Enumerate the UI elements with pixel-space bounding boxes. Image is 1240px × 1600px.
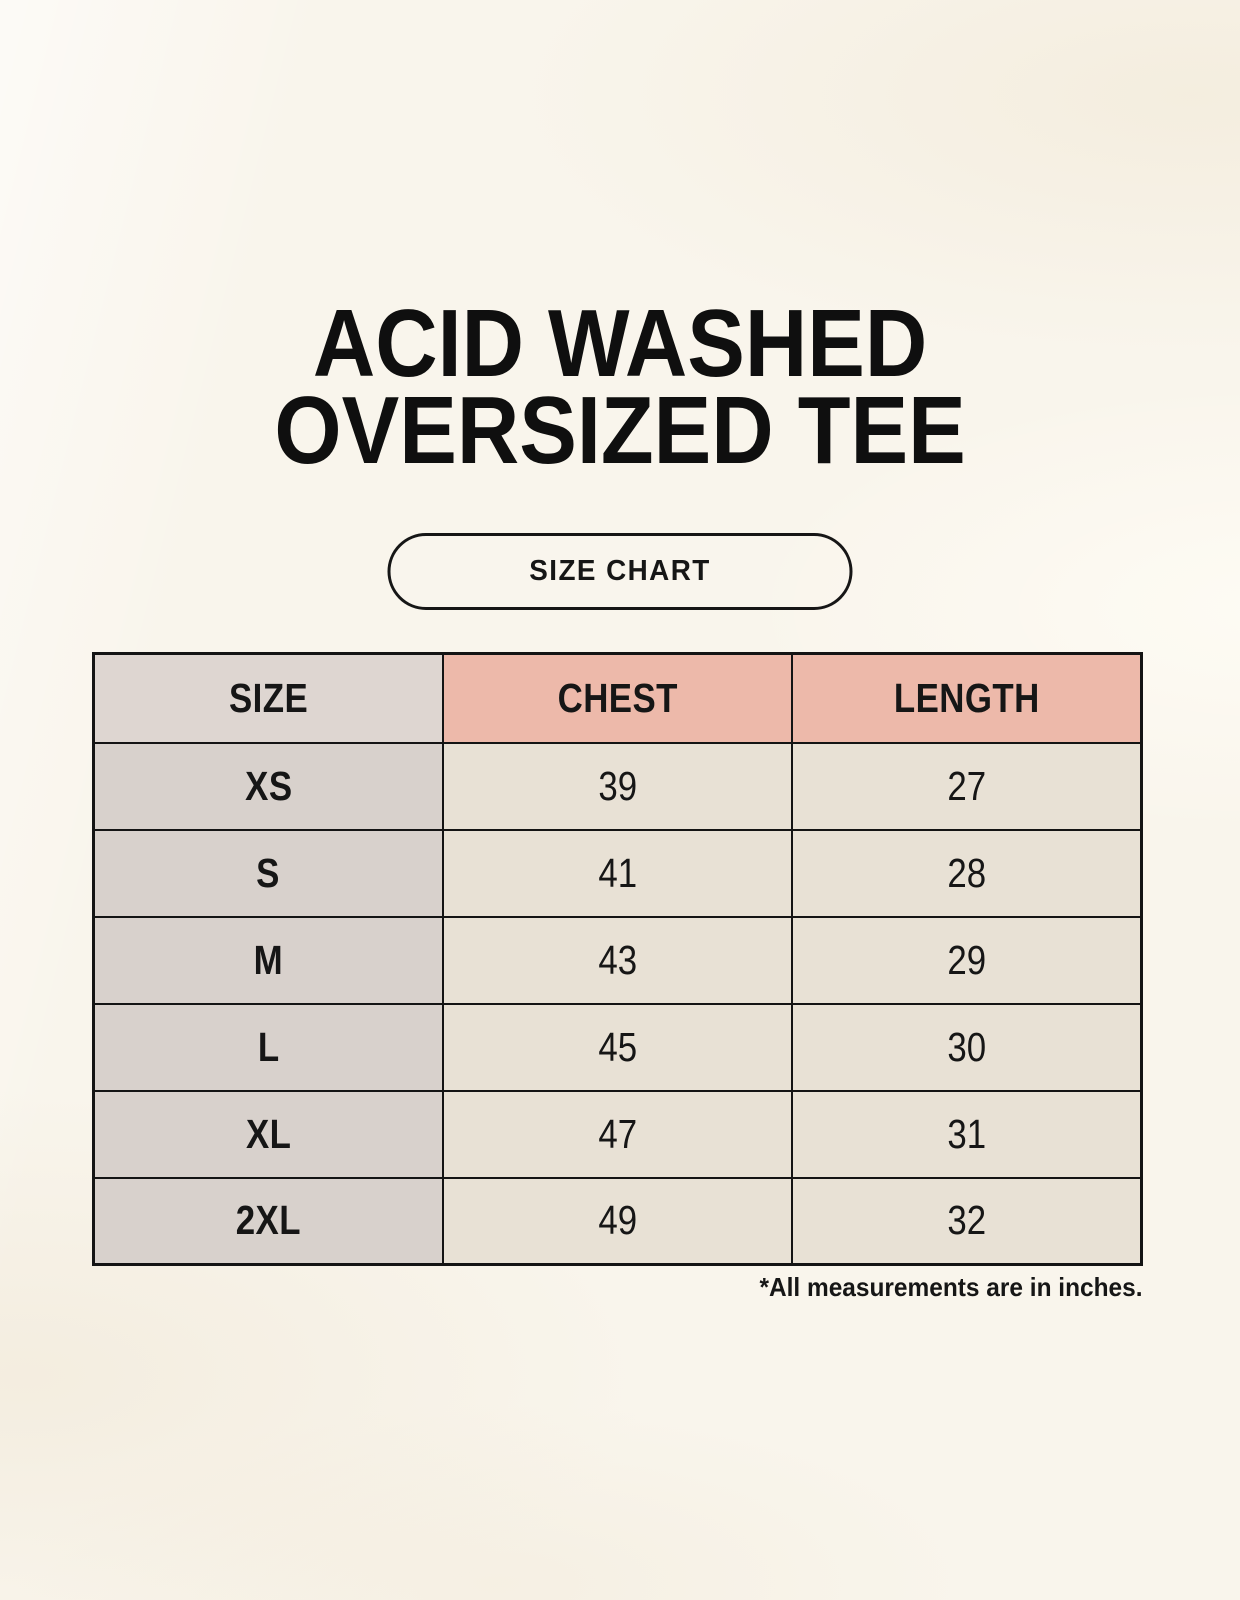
table-row: L 45 30 — [92, 1002, 1143, 1092]
size-label-cell: M — [92, 915, 444, 1005]
table-row: XS 39 27 — [92, 741, 1143, 831]
header-row: SIZE CHEST LENGTH — [92, 652, 1143, 744]
size-label-cell: XL — [92, 1089, 444, 1179]
product-title: ACID WASHED OVERSIZED TEE — [0, 296, 1240, 479]
measurement-cell: 29 — [791, 915, 1143, 1005]
size-label-cell: XS — [92, 741, 444, 831]
measurement-cell: 31 — [791, 1089, 1143, 1179]
size-table: SIZE CHEST LENGTH XS 39 27 S 41 28 M 43 29 L 45 30 X… — [92, 652, 1143, 1266]
size-chart-badge-label: SIZE CHART — [529, 555, 711, 587]
column-header-size: SIZE — [92, 652, 444, 744]
table-row: S 41 28 — [92, 828, 1143, 918]
measurement-cell: 28 — [791, 828, 1143, 918]
measurement-cell: 41 — [441, 828, 794, 918]
measurement-cell: 27 — [791, 741, 1143, 831]
column-header-length: LENGTH — [791, 652, 1143, 744]
table-row: 2XL 49 32 — [92, 1176, 1143, 1266]
table-row: M 43 29 — [92, 915, 1143, 1005]
measurement-cell: 49 — [441, 1176, 794, 1266]
product-title-line1: ACID WASHED — [312, 290, 928, 397]
measurement-cell: 45 — [441, 1002, 794, 1092]
size-label-cell: S — [92, 828, 444, 918]
size-table-body: XS 39 27 S 41 28 M 43 29 L 45 30 XL 47 31 2XL 49 32 — [92, 741, 1143, 1266]
size-label-cell: 2XL — [92, 1176, 444, 1266]
measurement-cell: 47 — [441, 1089, 794, 1179]
product-title-line2: OVERSIZED TEE — [274, 377, 966, 484]
size-label-cell: L — [92, 1002, 444, 1092]
column-header-chest: CHEST — [441, 652, 794, 744]
table-row: XL 47 31 — [92, 1089, 1143, 1179]
size-chart-badge: SIZE CHART — [387, 533, 853, 610]
measurement-cell: 39 — [441, 741, 794, 831]
measurement-cell: 30 — [791, 1002, 1143, 1092]
measurement-cell: 43 — [441, 915, 794, 1005]
measurement-cell: 32 — [791, 1176, 1143, 1266]
size-table-header: SIZE CHEST LENGTH — [92, 652, 1143, 744]
measurements-footnote: *All measurements are in inches. — [759, 1272, 1143, 1302]
